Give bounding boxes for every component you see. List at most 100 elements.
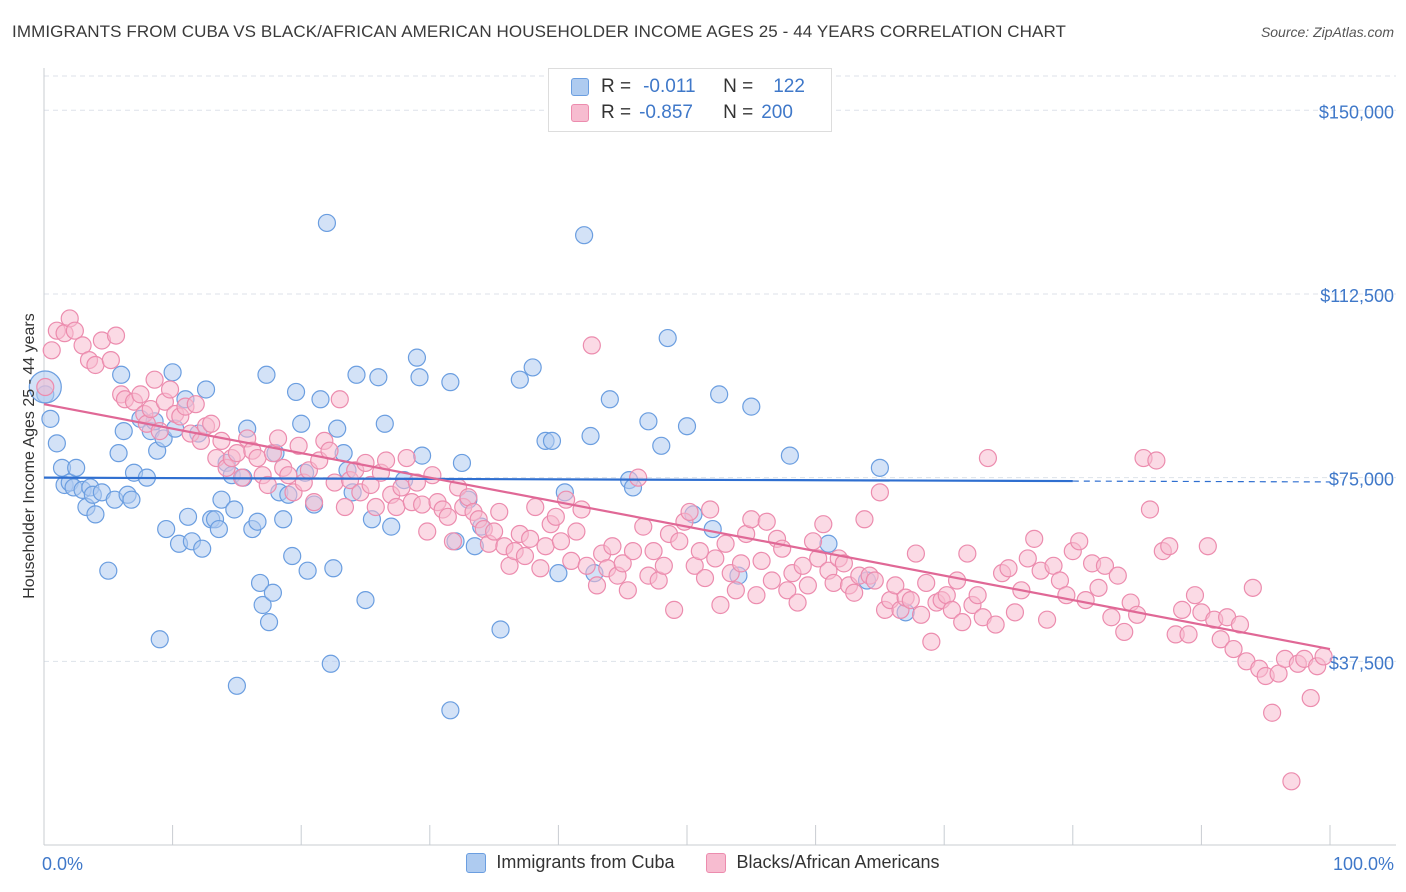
point-cuba [600, 390, 619, 409]
point-black [531, 559, 550, 578]
point-black [603, 537, 622, 556]
point-cuba [292, 414, 311, 433]
point-cuba [212, 490, 231, 509]
y-tick-label: $150,000 [1319, 102, 1394, 122]
point-black [1127, 605, 1147, 624]
point-black [577, 556, 596, 575]
point-black [106, 326, 126, 345]
series-immigrants-from-cuba [28, 213, 915, 720]
point-cuba [248, 512, 267, 531]
point-cuba [317, 213, 337, 233]
point-black [587, 576, 607, 595]
point-black [485, 522, 504, 541]
point-cuba [575, 226, 594, 245]
point-black [814, 515, 833, 534]
point-black [803, 532, 823, 551]
point-black [1263, 703, 1282, 722]
point-cuba [742, 397, 761, 416]
point-black [536, 537, 555, 556]
x-tick-label-max: 100.0% [1333, 854, 1394, 874]
legend-swatch-blue [571, 78, 589, 96]
point-black [1070, 532, 1089, 551]
point-black [726, 581, 745, 600]
point-black [202, 414, 221, 433]
legend-n-label: N = [723, 102, 754, 123]
point-black [911, 605, 931, 624]
point-cuba [324, 559, 343, 578]
point-cuba [263, 583, 283, 602]
point-cuba [112, 365, 131, 384]
point-black [412, 495, 432, 514]
point-black [131, 385, 150, 404]
point-black [86, 355, 105, 375]
point-cuba [452, 453, 472, 473]
point-black [953, 613, 972, 632]
point-cuba [257, 365, 276, 384]
legend-item-cuba: Immigrants from Cuba [466, 852, 674, 873]
point-cuba [41, 409, 60, 428]
point-black [227, 444, 246, 463]
point-black [141, 399, 160, 419]
point-black [834, 554, 853, 573]
point-black [1282, 772, 1301, 791]
point-black [1211, 630, 1230, 649]
point-black [423, 466, 442, 485]
point-black [1147, 451, 1166, 470]
point-black [942, 600, 962, 619]
y-tick-label: $112,500 [1320, 286, 1394, 306]
point-black [1102, 608, 1121, 627]
point-black [145, 370, 164, 389]
x-ticks [43, 825, 1331, 845]
point-cuba [157, 519, 176, 539]
point-black [392, 478, 411, 497]
point-cuba [250, 573, 270, 593]
legend-r-label: R = [601, 76, 632, 97]
point-cuba [298, 561, 317, 580]
legend-label-cuba: Immigrants from Cuba [496, 852, 675, 872]
point-cuba [441, 701, 460, 720]
point-cuba [510, 370, 529, 389]
point-cuba [549, 564, 568, 583]
point-black [1089, 578, 1108, 597]
trend-line-cuba-extension [1072, 480, 1331, 483]
point-black [747, 586, 766, 605]
trend-lines [43, 403, 1331, 651]
grid-lines [44, 75, 1396, 662]
point-black [526, 497, 545, 517]
point-black [268, 429, 288, 448]
point-black [917, 573, 936, 593]
point-black [793, 556, 812, 575]
legend-n-label: N = [723, 76, 754, 97]
point-cuba [780, 446, 799, 465]
point-black [521, 529, 540, 548]
point-black [701, 500, 720, 519]
point-black [212, 431, 231, 451]
point-cuba [150, 630, 169, 649]
point-black [515, 546, 535, 566]
point-black [798, 576, 817, 595]
point-black [618, 581, 637, 600]
point-black [870, 483, 890, 502]
legend-row-black: R = -0.857 N = 200 [571, 101, 793, 125]
point-black [1115, 622, 1134, 642]
series-blacks-african-americans [36, 309, 1333, 791]
point-cuba [639, 412, 658, 431]
point-cuba [347, 365, 366, 384]
point-cuba [259, 613, 279, 632]
point-cuba [321, 654, 340, 673]
point-black [361, 475, 380, 495]
point-black [680, 502, 699, 522]
point-cuba [47, 434, 66, 453]
point-black [901, 590, 920, 610]
point-black [248, 448, 267, 468]
point-black [1314, 647, 1333, 666]
point-black [865, 571, 884, 590]
legend-n-value: 200 [761, 102, 793, 123]
point-cuba [328, 419, 347, 438]
point-cuba [99, 561, 118, 580]
point-black [443, 532, 463, 551]
point-black [752, 551, 771, 571]
series-legend: Immigrants from Cuba Blacks/African Amer… [0, 852, 1406, 873]
point-black [438, 507, 457, 526]
point-black [562, 551, 581, 571]
